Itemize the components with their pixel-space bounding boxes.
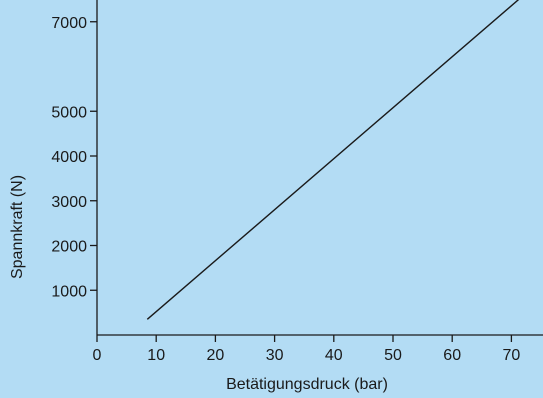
x-tick-label: 20: [207, 347, 225, 364]
y-tick-label: 3000: [51, 194, 87, 211]
x-tick-label: 50: [384, 347, 402, 364]
x-tick-label: 40: [325, 347, 343, 364]
x-axis-ticks: 0 10 20 30 40 50 60 70: [93, 335, 521, 364]
series-line: [146, 0, 520, 320]
x-tick-label: 70: [503, 347, 521, 364]
y-axis-title: Spannkraft (N): [9, 175, 26, 279]
series-group: [146, 0, 520, 320]
y-tick-label: 4000: [51, 149, 87, 166]
y-tick-label: 5000: [51, 104, 87, 121]
y-tick-label: 7000: [51, 15, 87, 32]
y-tick-label: 1000: [51, 283, 87, 300]
x-tick-label: 0: [93, 347, 102, 364]
y-axis-ticks: 1000200030004000500070008000: [51, 15, 97, 300]
x-axis-title: Betätigungsdruck (bar): [226, 376, 388, 393]
y-tick-label: 2000: [51, 239, 87, 256]
x-tick-label: 30: [266, 347, 284, 364]
x-tick-label: 10: [147, 347, 165, 364]
x-tick-label: 60: [443, 347, 461, 364]
